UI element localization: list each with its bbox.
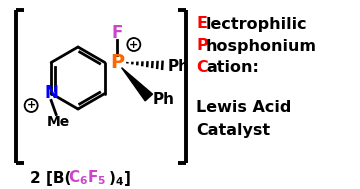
Text: Ph: Ph [168,59,190,74]
Text: N: N [44,84,58,102]
Polygon shape [122,68,153,101]
Text: +: + [129,40,139,50]
Text: hosphonium: hosphonium [206,39,317,53]
Text: P: P [196,39,208,53]
Text: $\mathbf{C_6F_5}$: $\mathbf{C_6F_5}$ [68,169,107,187]
Text: 2 [B(: 2 [B( [30,170,71,185]
Text: F: F [111,23,122,42]
Text: Ph: Ph [153,92,175,107]
Text: ation:: ation: [206,60,259,75]
Text: C: C [196,60,208,75]
Text: lectrophilic: lectrophilic [206,16,308,32]
Text: E: E [196,16,207,32]
Text: Catalyst: Catalyst [196,122,270,138]
Text: +: + [27,101,36,111]
Text: Lewis Acid: Lewis Acid [196,101,291,115]
Text: $\mathbf{)_4}$]: $\mathbf{)_4}$] [108,169,131,187]
Text: Me: Me [46,115,70,129]
Text: P: P [110,53,124,72]
